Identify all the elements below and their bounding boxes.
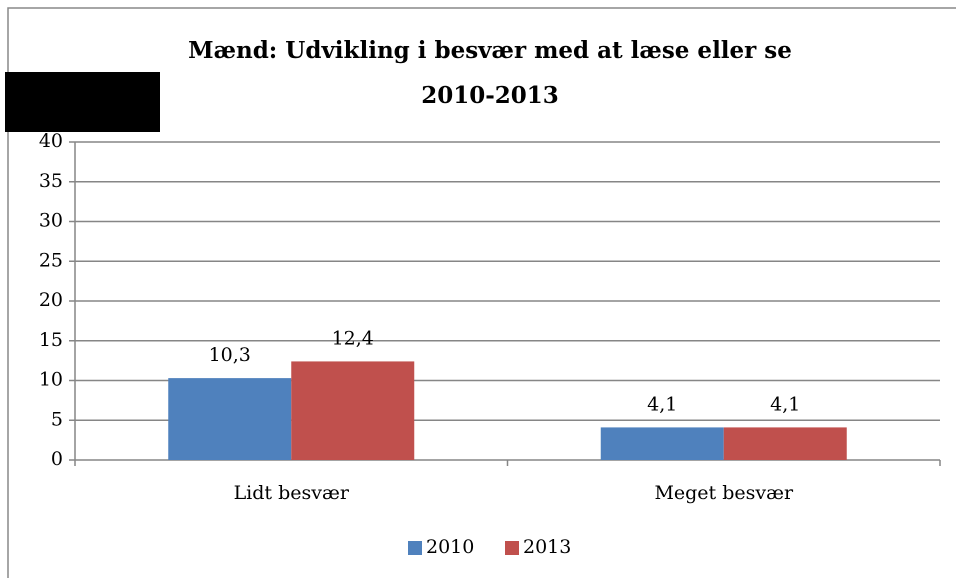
y-tick-label: 40 (39, 130, 63, 152)
value-label: 10,3 (209, 344, 251, 366)
chart-frame (7, 7, 956, 578)
legend-label: 2013 (523, 536, 571, 558)
y-tick-label: 10 (39, 369, 63, 391)
redaction (5, 72, 160, 132)
plot-area: 0 5 10 15 20 25 30 35 40 Lidt besvær 10,3 12,4 Meget… (39, 130, 941, 558)
bar (723, 427, 847, 460)
value-label: 4,1 (647, 393, 677, 415)
bar (600, 427, 724, 460)
y-tick-label: 20 (39, 289, 63, 311)
chart-subtitle: 2010-2013 (421, 82, 559, 109)
y-tick-label: 0 (51, 448, 63, 470)
y-tick-label: 15 (39, 329, 63, 351)
value-label: 12,4 (332, 327, 374, 349)
x-tick-label: Meget besvær (654, 482, 794, 504)
y-tick-label: 25 (39, 249, 63, 271)
legend-swatch (505, 541, 519, 555)
value-label: 4,1 (770, 393, 800, 415)
bar (168, 378, 292, 460)
chart-title: Mænd: Udvikling i besvær med at læse ell… (188, 37, 792, 64)
y-tick-label: 35 (39, 170, 63, 192)
legend-label: 2010 (426, 536, 474, 558)
y-tick-label: 30 (39, 210, 63, 232)
x-tick-label: Lidt besvær (234, 482, 350, 504)
legend-swatch (408, 541, 422, 555)
y-tick-label: 5 (51, 408, 63, 430)
bar (291, 361, 415, 460)
